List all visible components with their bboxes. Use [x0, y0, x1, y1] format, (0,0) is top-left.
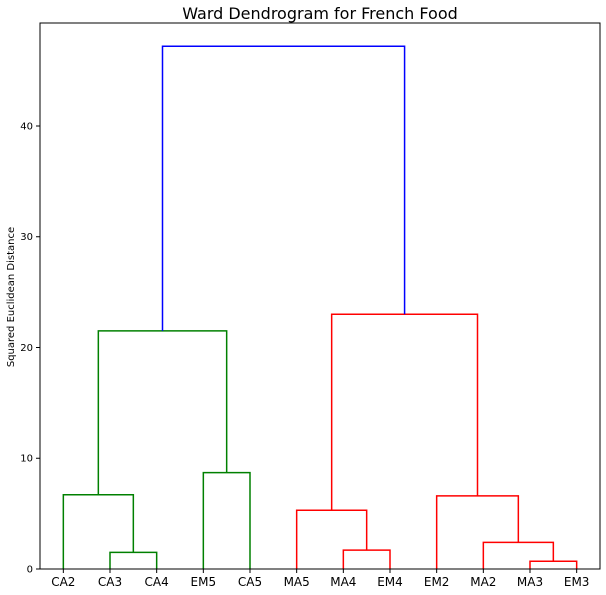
y-tick-label: 20 [20, 343, 33, 354]
dendrogram-link [295, 509, 368, 569]
leaf-label: MA5 [284, 575, 310, 589]
leaf-label: EM4 [377, 575, 403, 589]
leaf-label: CA3 [98, 575, 122, 589]
y-tick-label: 0 [27, 565, 33, 576]
dendrogram-link [97, 330, 228, 495]
leaf-label: CA2 [51, 575, 75, 589]
plot-frame [39, 22, 601, 570]
leaf-label: MA4 [330, 575, 356, 589]
dendrogram-link [109, 551, 158, 569]
dendrogram-link [62, 494, 135, 569]
leaf-label: MA2 [470, 575, 496, 589]
y-tick-label: 30 [20, 232, 33, 243]
dendrogram-link [161, 45, 406, 331]
chart-title: Ward Dendrogram for French Food [182, 4, 458, 23]
y-tick-label: 10 [20, 454, 33, 465]
leaf-label: MA3 [517, 575, 543, 589]
dendrogram-links [62, 45, 578, 569]
dendrogram-link [482, 541, 555, 569]
dendrogram-link [202, 471, 251, 569]
dendrogram-link [342, 549, 391, 569]
x-axis: CA2 CA3 CA4 EM5 CA5 MA5 MA4 EM4 EM2 MA2 MA3 EM3 [51, 569, 589, 589]
dendrogram-link [435, 495, 520, 569]
y-axis: 0 10 20 30 40 [20, 121, 40, 576]
leaf-label: EM2 [424, 575, 450, 589]
y-tick-label: 40 [20, 121, 33, 132]
leaf-label: CA4 [145, 575, 169, 589]
leaf-label: EM3 [564, 575, 590, 589]
leaf-label: EM5 [191, 575, 217, 589]
leaf-label: CA5 [238, 575, 262, 589]
y-axis-label: Squared Euclidean Distance [6, 227, 17, 367]
dendrogram-link [529, 560, 578, 569]
dendrogram-link [330, 313, 479, 511]
